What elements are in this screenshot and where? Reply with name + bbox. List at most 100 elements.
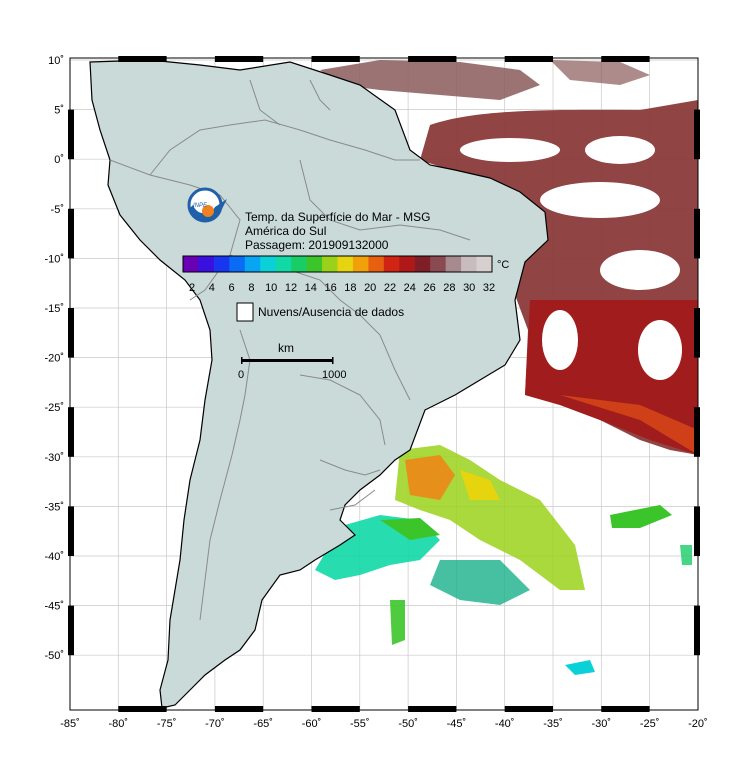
lon-label: -65˚ — [253, 718, 273, 730]
nuvens-label: Nuvens/Ausencia de dados — [258, 305, 404, 319]
legend-swatch — [352, 256, 369, 272]
legend-swatch — [213, 256, 230, 272]
frame-tick-bottom — [504, 706, 553, 712]
lon-label: -35˚ — [543, 718, 563, 730]
frame-tick-left — [68, 109, 74, 160]
color-legend — [182, 255, 493, 273]
legend-swatch — [368, 256, 385, 272]
legend-swatch — [322, 256, 338, 272]
legend-tick-label: 14 — [305, 282, 317, 294]
frame-tick-right — [694, 407, 700, 457]
lat-label: -10˚ — [44, 253, 64, 265]
legend-swatch — [275, 256, 292, 272]
lon-label: -50˚ — [398, 718, 418, 730]
legend-swatch — [476, 256, 493, 272]
frame-tick-left — [68, 208, 74, 259]
frame-tick-right — [694, 605, 700, 656]
lon-label: -45˚ — [447, 718, 467, 730]
nuvens-swatch — [236, 302, 254, 322]
frame-tick-right — [694, 109, 700, 160]
legend-tick-label: 6 — [229, 282, 235, 294]
lat-label: -15˚ — [44, 303, 64, 315]
lon-label: -70˚ — [205, 718, 225, 730]
legend-swatch — [291, 256, 308, 272]
frame-tick-top — [408, 56, 457, 62]
lon-label: -25˚ — [640, 718, 660, 730]
lat-label: -50˚ — [44, 650, 64, 662]
legend-tick-label: 28 — [443, 282, 455, 294]
legend-tick-label: 10 — [265, 282, 277, 294]
lon-label: -55˚ — [350, 718, 370, 730]
frame-tick-bottom — [408, 706, 457, 712]
legend-swatch — [260, 256, 277, 272]
legend-swatch — [244, 256, 261, 272]
sst-warm-region — [420, 100, 698, 455]
legend-swatch — [229, 256, 246, 272]
legend-tick-label: 22 — [384, 282, 396, 294]
map-border — [68, 56, 700, 712]
sst-north-strip — [320, 60, 650, 100]
legend-swatch — [337, 256, 354, 272]
scale-bar — [241, 357, 334, 364]
frame-tick-left — [68, 506, 74, 556]
legend-swatch — [183, 256, 199, 272]
legend-tick-label: 32 — [483, 282, 495, 294]
legend-swatch — [306, 256, 323, 272]
frame-tick-top — [504, 56, 553, 62]
legend-swatch — [383, 256, 400, 272]
frame-tick-right — [694, 208, 700, 259]
frame-tick-bottom — [311, 706, 360, 712]
lat-label: 5˚ — [54, 105, 64, 117]
svg-text:INPE: INPE — [193, 203, 208, 209]
inpe-logo: INPE — [187, 187, 227, 223]
legend-swatch — [414, 256, 431, 272]
frame-tick-top — [601, 56, 650, 62]
legend-outline — [182, 255, 493, 273]
legend-tick-label: 2 — [189, 282, 195, 294]
legend-tick-label: 12 — [285, 282, 297, 294]
legend-swatch — [445, 256, 462, 272]
latitude-labels: 10˚ 5˚ 0˚ -5˚ -10˚ -15˚ -20˚ -25˚ -30˚ -35˚ -40˚ -4… — [44, 55, 64, 662]
lat-label: -5˚ — [51, 204, 64, 216]
legend-tick-label: 30 — [463, 282, 475, 294]
pass-label: Passagem: 201909132000 — [245, 238, 389, 252]
frame-tick-left — [68, 605, 74, 656]
lat-label: -30˚ — [44, 452, 64, 464]
frame-tick-left — [68, 407, 74, 457]
lat-label: -45˚ — [44, 601, 64, 613]
legend-tick-label: 26 — [423, 282, 435, 294]
legend-swatch — [430, 256, 447, 272]
frame-tick-bottom — [118, 706, 167, 712]
scale-min: 0 — [238, 369, 244, 381]
lon-label: -20˚ — [688, 718, 708, 730]
legend-tick-label: 18 — [344, 282, 356, 294]
legend-swatch — [461, 256, 478, 272]
map-region: América do Sul — [245, 224, 326, 238]
frame-tick-right — [694, 506, 700, 556]
lat-label: -25˚ — [44, 402, 64, 414]
frame-tick-left — [68, 308, 74, 358]
legend-tick-label: 24 — [404, 282, 416, 294]
lon-label: -40˚ — [495, 718, 515, 730]
frame-tick-bottom — [214, 706, 264, 712]
lon-label: -75˚ — [157, 718, 177, 730]
legend-tick-labels: 2 4 6 8 10 12 14 16 18 20 22 24 26 28 30 32 — [189, 282, 495, 294]
legend-tick-label: 8 — [248, 282, 254, 294]
frame-tick-bottom — [601, 706, 650, 712]
legend-swatch — [198, 256, 215, 272]
legend-swatch — [399, 256, 416, 272]
frame-tick-top — [214, 56, 264, 62]
lon-label: -85˚ — [60, 718, 80, 730]
frame-outline — [69, 57, 699, 711]
frame-tick-top — [311, 56, 360, 62]
legend-tick-label: 16 — [324, 282, 336, 294]
lon-label: -30˚ — [592, 718, 612, 730]
scale-max: 1000 — [322, 369, 346, 381]
lat-label: -40˚ — [44, 551, 64, 563]
legend-tick-label: 4 — [209, 282, 215, 294]
lat-label: -35˚ — [44, 501, 64, 513]
lon-label: -80˚ — [109, 718, 129, 730]
map-title: Temp. da Superfície do Mar - MSG — [245, 210, 430, 224]
lat-label: 10˚ — [48, 55, 64, 67]
